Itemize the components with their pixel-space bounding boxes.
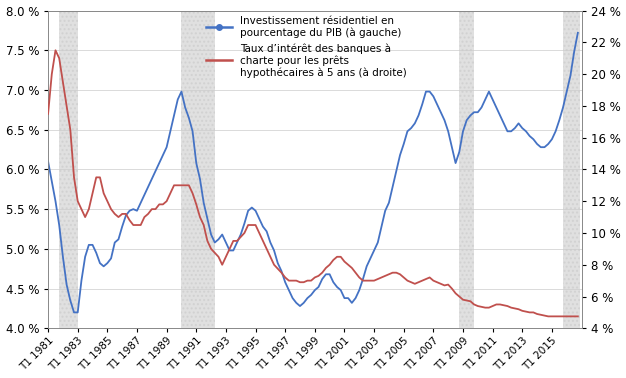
Bar [459, 11, 474, 328]
Bar [182, 11, 215, 328]
Bar [59, 11, 78, 328]
Legend: Investissement résidentiel en
pourcentage du PIB (à gauche), Taux d’intérêt des : Investissement résidentiel en pourcentag… [203, 12, 410, 81]
Bar [563, 11, 580, 328]
